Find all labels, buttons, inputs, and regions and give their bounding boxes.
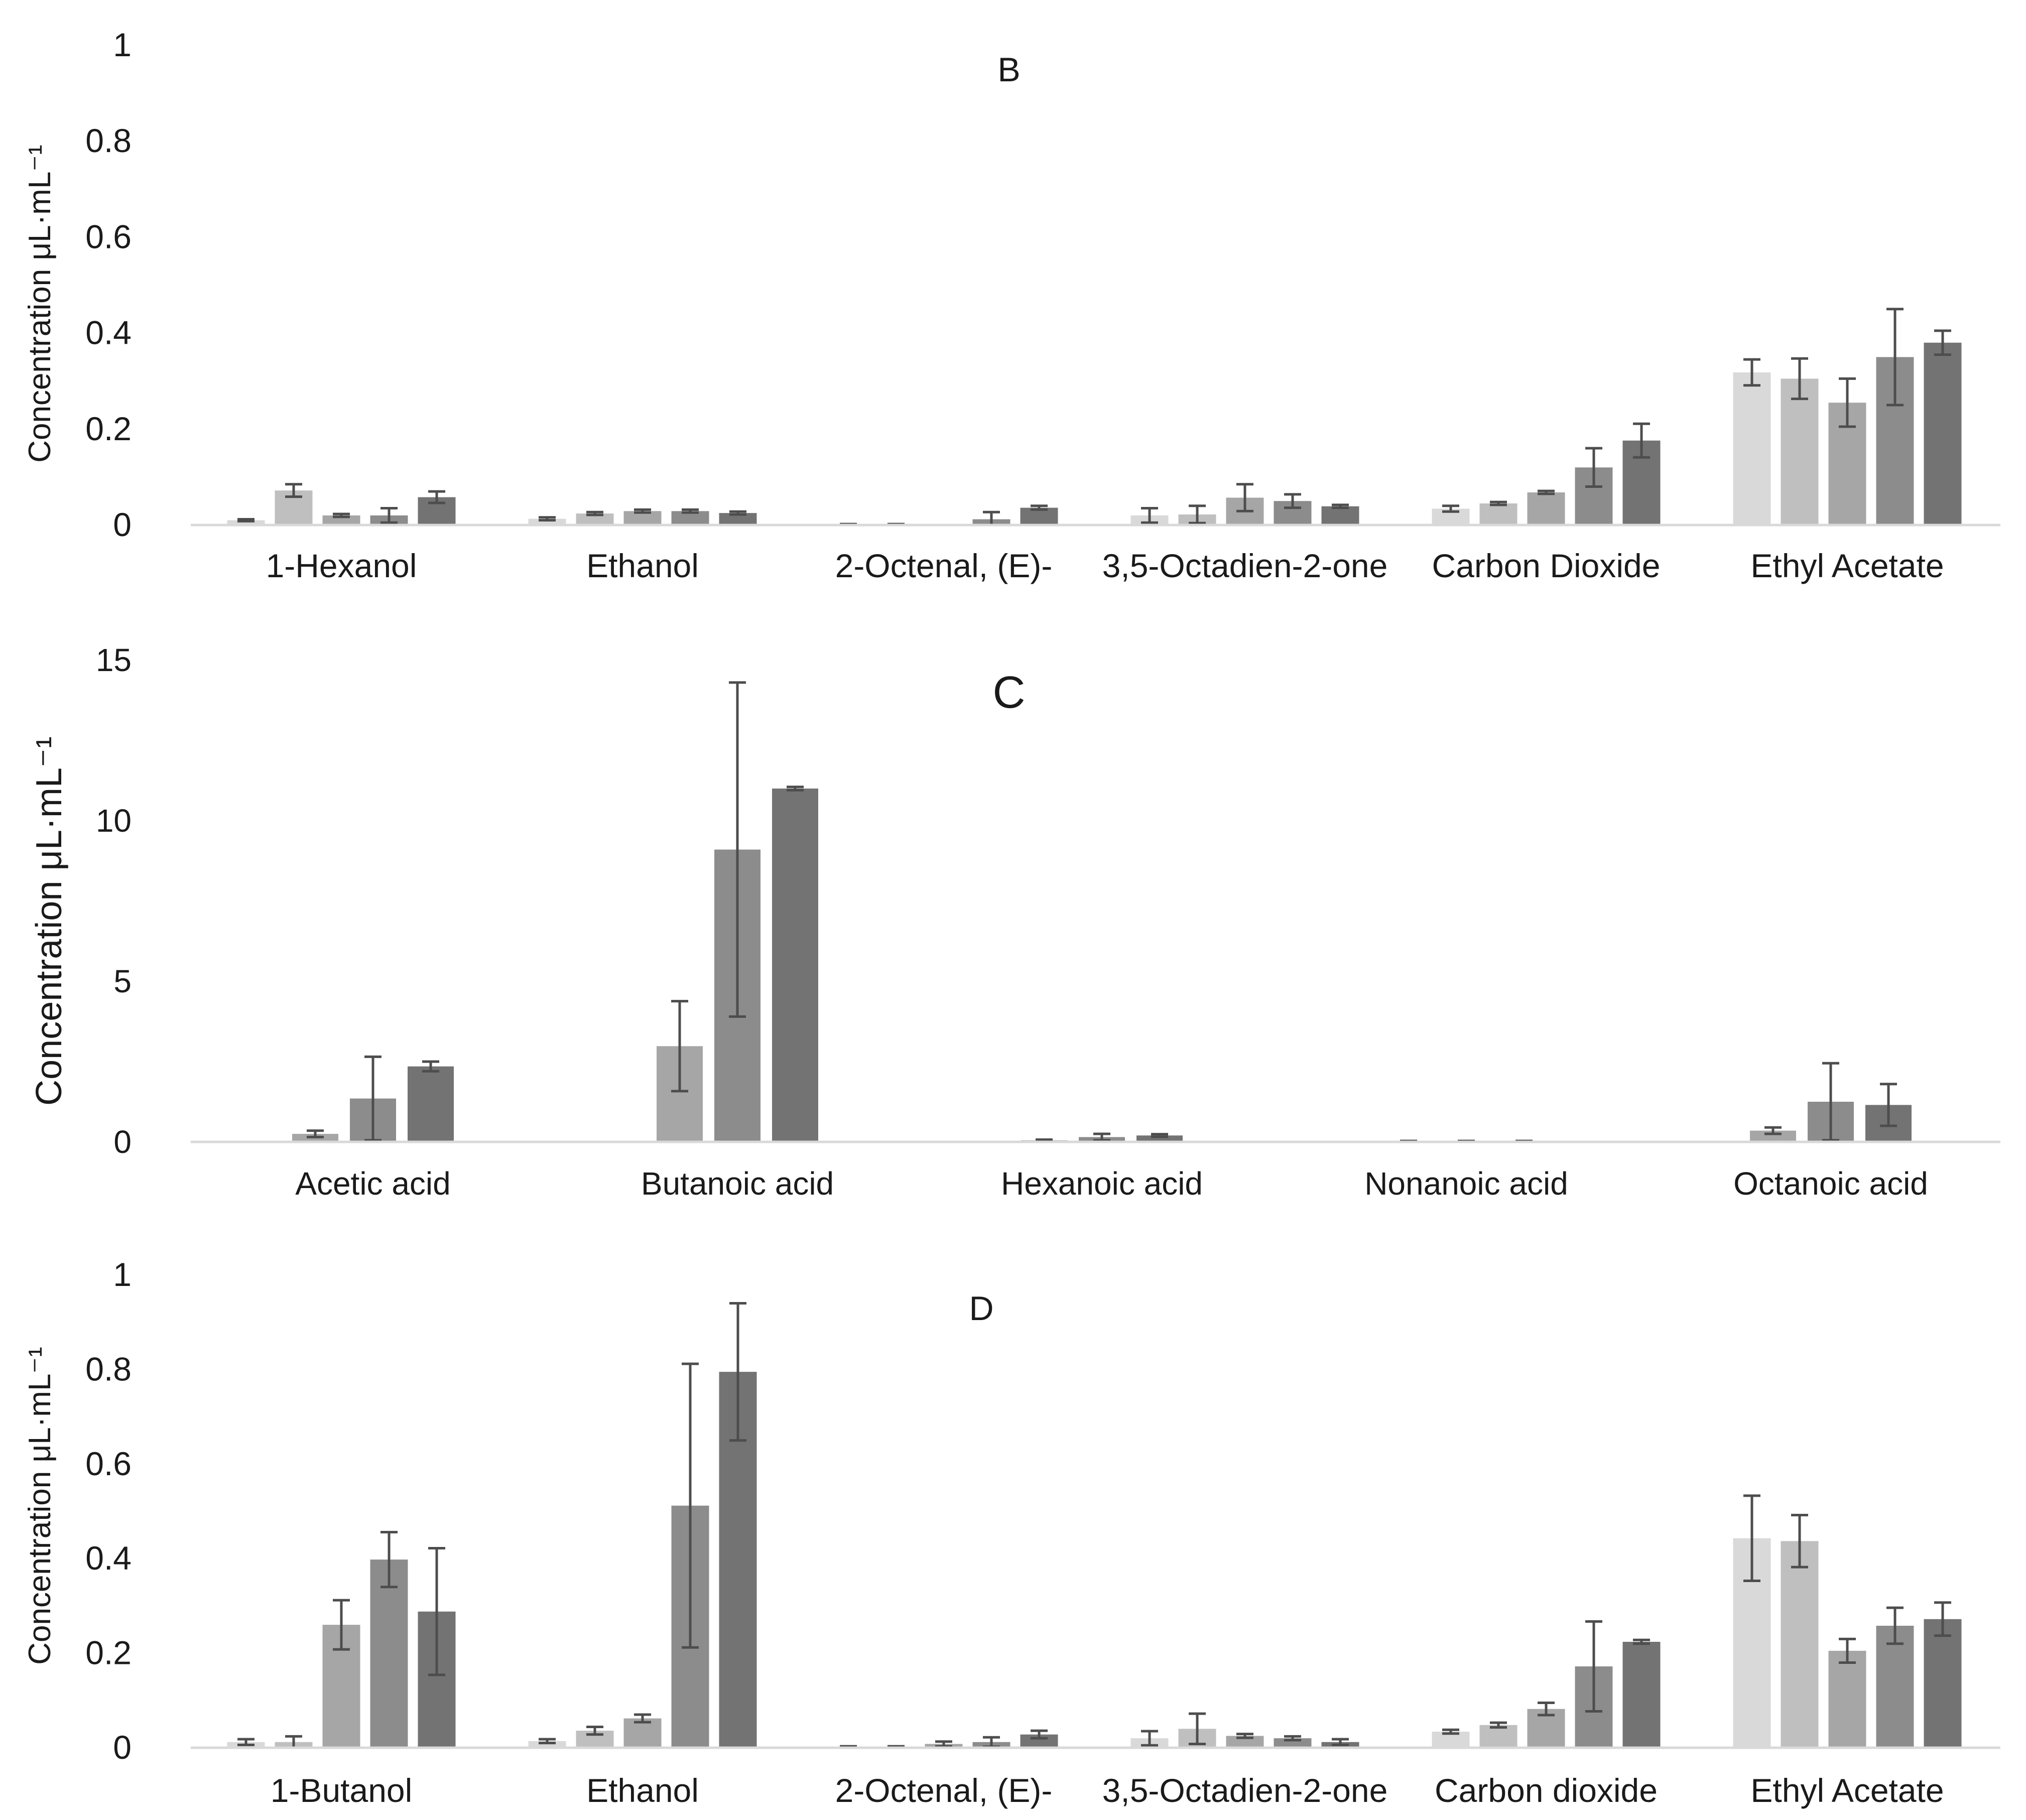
bar: [1479, 503, 1517, 525]
x-tick-label: Hexanoic acid: [1001, 1165, 1203, 1202]
y-tick-label: 0.8: [85, 122, 132, 159]
bar: [1733, 372, 1771, 525]
bar: [1828, 1650, 1866, 1748]
y-tick-label: 0.6: [85, 218, 132, 255]
y-tick-label: 0: [113, 1124, 132, 1160]
chart-title: D: [969, 1289, 993, 1328]
bar: [408, 1066, 454, 1142]
x-tick-label: Ethyl Acetate: [1750, 1772, 1944, 1809]
bar: [528, 1741, 566, 1748]
x-tick-label: Butanoic acid: [641, 1165, 834, 1202]
y-tick-label: 15: [96, 642, 132, 678]
chart-panel-d: D Concentration μL·mL⁻¹ 0 0.2 0.4 0.6 0.8 1 1-Bu…: [23, 1256, 2000, 1809]
y-tick-label: 0: [113, 506, 132, 543]
y-tick-label: 0.2: [85, 410, 132, 447]
chart-panel-c: C Concentration μL·mL⁻¹ 0 5 10 15 Acetic acid B…: [29, 642, 2000, 1202]
y-axis-label: Concentration μL·mL⁻¹: [29, 736, 69, 1106]
bar: [370, 1559, 408, 1748]
x-tick-label: Ethanol: [586, 547, 699, 584]
bar: [1274, 1738, 1312, 1748]
bar: [1781, 1541, 1819, 1748]
bar: [322, 515, 360, 525]
bar: [1226, 1736, 1264, 1748]
y-tick-label: 5: [113, 963, 132, 999]
bar: [528, 518, 566, 525]
x-tick-label: Octanoic acid: [1733, 1165, 1928, 1202]
bar: [227, 520, 265, 525]
bar: [1781, 378, 1819, 525]
y-tick-label: 0: [113, 1729, 132, 1766]
bar: [1876, 1625, 1914, 1748]
y-tick-label: 1: [113, 1256, 132, 1293]
y-tick-label: 0.2: [85, 1634, 132, 1671]
x-tick-label: 3,5-Octadien-2-one: [1102, 547, 1388, 584]
x-tick-label: 2-Octenal, (E)-: [835, 1772, 1053, 1809]
x-tick-label: Ethyl Acetate: [1750, 547, 1944, 584]
x-tick-label: 3,5-Octadien-2-one: [1102, 1772, 1388, 1809]
x-tick-label: 1-Hexanol: [266, 547, 417, 584]
y-tick-label: 0.4: [85, 1539, 132, 1577]
bar: [1622, 1641, 1661, 1748]
x-tick-label: Nonanoic acid: [1364, 1165, 1568, 1202]
x-tick-label: 1-Butanol: [271, 1772, 413, 1809]
y-tick-label: 10: [96, 803, 132, 839]
bar: [1321, 506, 1359, 525]
y-tick-label: 0.4: [85, 314, 132, 351]
x-tick-label: Carbon Dioxide: [1432, 547, 1661, 584]
y-tick-label: 1: [113, 26, 132, 63]
chart-title: C: [993, 668, 1026, 718]
bar: [772, 789, 818, 1142]
x-tick-label: Ethanol: [586, 1772, 699, 1809]
bar: [1750, 1130, 1796, 1142]
chart-title: B: [997, 51, 1020, 89]
bar: [1924, 1619, 1962, 1748]
y-axis-label: Concentration μL·mL⁻¹: [23, 1347, 57, 1665]
chart-panel-b: B Concentration μL·mL⁻¹ 0 0.2 0.4 0.6 0.8 1 1-He…: [23, 26, 2000, 584]
x-tick-label: Carbon dioxide: [1435, 1772, 1658, 1809]
bar: [1479, 1725, 1517, 1748]
bar: [1136, 1135, 1183, 1142]
bar: [576, 513, 614, 525]
y-tick-label: 0.6: [85, 1445, 132, 1482]
bar: [1527, 492, 1565, 525]
x-tick-label: 2-Octenal, (E)-: [835, 547, 1053, 584]
bar: [1924, 342, 1962, 525]
y-axis-label: Concentration μL·mL⁻¹: [23, 145, 57, 463]
x-tick-label: Acetic acid: [295, 1165, 450, 1202]
bar: [719, 513, 757, 525]
y-tick-label: 0.8: [85, 1350, 132, 1387]
